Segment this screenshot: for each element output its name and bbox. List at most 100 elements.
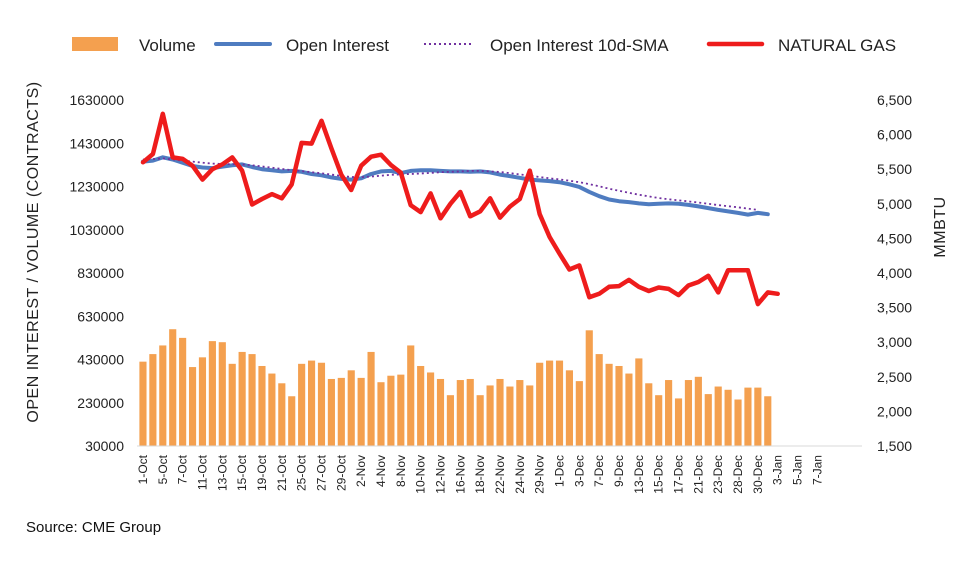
volume-bar [208, 341, 216, 446]
volume-bar [179, 337, 187, 446]
volume-bar [486, 385, 494, 446]
y-tick-label-right: 5,000 [877, 196, 912, 212]
volume-bar [615, 365, 623, 446]
volume-bar [169, 329, 177, 446]
volume-bar [149, 354, 157, 446]
volume-bar [605, 363, 613, 446]
x-tick-label: 21-Oct [275, 454, 289, 491]
y-tick-label-right: 6,500 [877, 92, 912, 108]
volume-bar [635, 358, 643, 446]
volume-bar [427, 372, 435, 446]
x-tick-label: 21-Dec [691, 455, 705, 494]
volume-bar [436, 378, 445, 446]
x-tick-label: 4-Nov [374, 455, 388, 487]
volume-bar [268, 373, 276, 446]
volume-bar [714, 386, 722, 446]
natural-gas-line [140, 111, 780, 307]
x-tick-label: 5-Jan [791, 455, 805, 485]
volume-bar [228, 363, 236, 446]
x-tick-label: 1-Dec [553, 455, 567, 487]
volume-bar [288, 396, 296, 446]
volume-bars [139, 329, 772, 446]
x-tick-label: 13-Dec [632, 455, 646, 494]
x-tick-label: 11-Oct [195, 454, 209, 490]
volume-bar [198, 357, 207, 446]
volume-bar [278, 383, 286, 446]
volume-bar [456, 380, 464, 446]
volume-bar [506, 386, 514, 446]
x-tick-label: 22-Nov [493, 455, 507, 494]
x-tick-label: 24-Nov [513, 455, 527, 494]
y-axis-title-right: MMBTU [932, 196, 949, 257]
x-tick-label: 7-Oct [176, 454, 190, 484]
x-tick-label: 27-Oct [314, 454, 328, 491]
x-tick-label: 7-Dec [592, 455, 606, 487]
x-tick-label: 16-Nov [453, 455, 467, 494]
volume-bar [684, 380, 693, 446]
left-axis-ticks: 1630000 1430000 1230000 1030000 830000 630000… [69, 92, 124, 454]
y-tick-label-right: 2,500 [877, 369, 912, 385]
volume-bar [337, 377, 345, 446]
y-tick-label-right: 1,500 [877, 438, 912, 454]
volume-bar [218, 342, 226, 446]
x-tick-label: 10-Nov [414, 455, 428, 494]
volume-bar [754, 387, 762, 446]
x-tick-label: 3-Dec [572, 455, 586, 487]
volume-bar [476, 395, 484, 446]
volume-bar [674, 398, 683, 446]
volume-bar [159, 345, 167, 446]
volume-bar [387, 375, 395, 446]
x-tick-label: 3-Jan [771, 455, 785, 485]
volume-bar [665, 380, 673, 446]
volume-bar [377, 382, 385, 446]
volume-bar [327, 378, 335, 446]
volume-bar [238, 351, 246, 446]
volume-bar [625, 373, 633, 446]
y-tick-label-right: 3,000 [877, 334, 912, 350]
volume-bar [307, 360, 316, 446]
x-tick-label: 2-Nov [354, 455, 368, 487]
y-tick-label-left: 230000 [77, 395, 124, 411]
y-axis-title-left: OPEN INTEREST / VOLUME (CONTRACTS) [25, 81, 42, 422]
volume-bar [526, 385, 534, 446]
volume-bar [546, 360, 554, 446]
x-tick-label: 18-Nov [473, 455, 487, 494]
x-tick-label: 12-Nov [433, 455, 447, 494]
volume-bar [446, 395, 454, 446]
x-tick-label: 15-Dec [652, 455, 666, 494]
volume-bar [536, 362, 544, 446]
volume-bar [347, 370, 355, 446]
legend-label-natural-gas: NATURAL GAS [778, 36, 896, 55]
volume-bar [655, 395, 663, 446]
x-tick-label: 29-Nov [533, 455, 547, 494]
series-lines [140, 111, 780, 307]
y-tick-label-left: 1030000 [69, 222, 124, 238]
volume-bar [645, 383, 653, 446]
volume-bar [555, 360, 564, 446]
volume-bar [734, 399, 742, 446]
y-tick-label-left: 1630000 [69, 92, 124, 108]
volume-bar [466, 378, 474, 446]
x-axis-ticks: 1-Oct 5-Oct 7-Oct 11-Oct 13-Oct 15-Oct 19-Oct 2… [136, 454, 824, 493]
volume-bar [704, 394, 712, 446]
y-tick-label-left: 430000 [77, 352, 124, 368]
volume-bar [516, 380, 524, 446]
volume-bar [764, 396, 772, 446]
volume-bar [397, 374, 405, 446]
x-tick-label: 28-Dec [731, 455, 745, 494]
volume-bar [248, 354, 256, 446]
y-tick-label-left: 630000 [77, 308, 124, 324]
open-interest-sma-line [142, 157, 759, 211]
x-tick-label: 30-Dec [751, 455, 765, 494]
volume-bar [595, 354, 603, 446]
x-tick-label: 5-Oct [156, 454, 170, 484]
y-tick-label-right: 6,000 [877, 127, 912, 143]
volume-bar [565, 370, 573, 446]
volume-bar [367, 351, 375, 446]
y-tick-label-left: 830000 [77, 265, 124, 281]
legend-swatch-volume [72, 37, 118, 51]
x-tick-label: 1-Oct [136, 454, 150, 484]
volume-bar [357, 377, 365, 446]
